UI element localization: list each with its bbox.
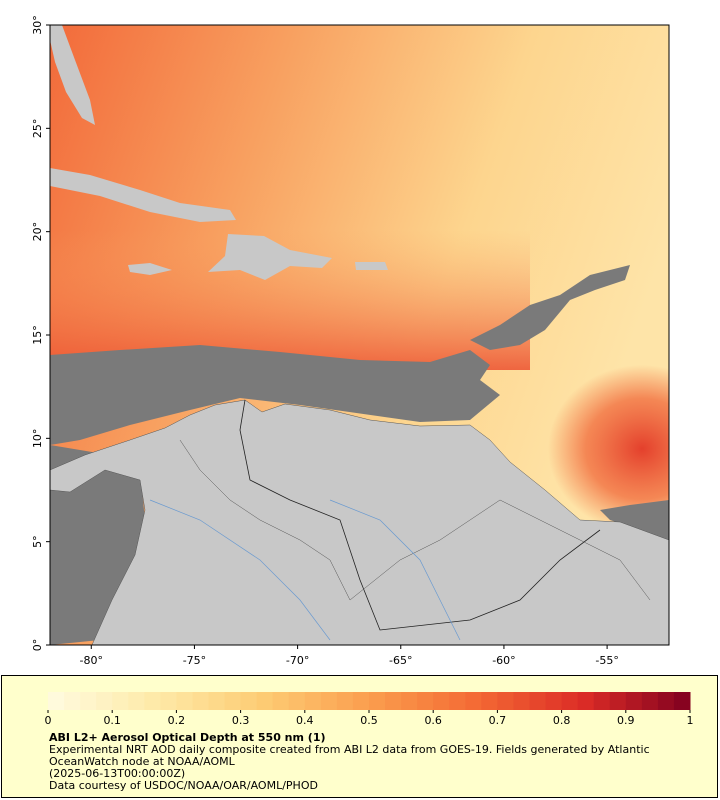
colorbar-segment <box>80 692 97 710</box>
y-tick-label: 25° <box>31 119 44 139</box>
colorbar-segment <box>240 692 258 710</box>
hispaniola <box>208 234 332 280</box>
colorbar-tick-label: 0.1 <box>103 714 121 727</box>
legend-text: ABI L2+ Aerosol Optical Depth at 550 nm … <box>49 732 689 792</box>
puerto-rico <box>355 262 388 270</box>
colorbar-segment <box>465 692 482 710</box>
x-tick-label: -60° <box>492 654 515 667</box>
florida <box>50 25 95 125</box>
y-tick-label: 30° <box>31 15 44 35</box>
border <box>239 399 601 631</box>
colorbar-segment <box>352 692 370 710</box>
colorbar-segment <box>449 692 466 710</box>
colorbar-segment <box>176 692 193 710</box>
colorbar-tick-label: 0 <box>45 714 52 727</box>
south-america <box>50 399 669 645</box>
colorbar-tick-label: 0.6 <box>424 714 442 727</box>
colorbar-segment <box>657 692 675 710</box>
river <box>149 499 331 641</box>
colorbar-segment <box>192 692 209 710</box>
colorbar-tick-label: 0.5 <box>360 714 378 727</box>
colorbar-tick-label: 0.8 <box>553 714 571 727</box>
colorbar-tick-label: 1 <box>687 714 694 727</box>
map-image <box>50 25 669 645</box>
colorbar-segment <box>288 692 306 710</box>
x-tick-label: -55° <box>595 654 618 667</box>
colorbar-segment <box>336 692 354 710</box>
no-data-caribbean <box>50 345 500 445</box>
colorbar-segment <box>256 692 274 710</box>
y-tick-label: 5° <box>31 535 44 548</box>
colorbar-segment <box>48 692 65 710</box>
colorbar-segment <box>609 692 627 710</box>
no-data-atlantic <box>470 265 630 350</box>
map: -80° -75° -70° -65° -60° -55° 0° 5° 10° 15° 20° 25°… <box>31 15 670 667</box>
colorbar-segment <box>577 692 595 710</box>
colorbar-tick-label: 0.9 <box>617 714 635 727</box>
colorbar-segment <box>561 692 579 710</box>
legend-line: Data courtesy of USDOC/NOAA/OAR/AOML/PHO… <box>49 779 318 792</box>
colorbar-tick-label: 0.2 <box>168 714 186 727</box>
colorbar-segment <box>545 692 563 710</box>
border <box>179 439 651 601</box>
colorbar-segment <box>160 692 177 710</box>
cuba <box>50 168 236 222</box>
colorbar-segment <box>625 692 643 710</box>
colorbar-tick-label: 0.3 <box>232 714 250 727</box>
colorbar-tick-label: 0.7 <box>489 714 507 727</box>
colorbar-segment <box>208 692 226 710</box>
x-tick-label: -70° <box>286 654 309 667</box>
legend-line: (2025-06-13T00:00:00Z) <box>49 767 186 780</box>
colorbar-segment <box>529 692 547 710</box>
colorbar-segment <box>64 692 81 710</box>
colorbar-segment <box>320 692 338 710</box>
colorbar-segment <box>481 692 498 710</box>
legend-title: ABI L2+ Aerosol Optical Depth at 550 nm … <box>49 731 326 744</box>
colorbar-segment <box>593 692 611 710</box>
river <box>329 499 461 641</box>
colorbar-segment <box>224 692 242 710</box>
colorbar-segment <box>513 692 530 710</box>
colorbar-segment <box>272 692 290 710</box>
colorbar-segment <box>401 692 418 710</box>
colorbar: 0 0.1 0.2 0.3 0.4 0.5 0.6 0.7 0.8 0.9 1 <box>45 692 694 727</box>
colorbar-segment <box>304 692 322 710</box>
x-tick-label: -75° <box>183 654 206 667</box>
jamaica <box>128 263 172 275</box>
colorbar-segment <box>673 692 691 710</box>
y-tick-label: 15° <box>31 325 44 345</box>
colorbar-segment <box>96 692 113 710</box>
colorbar-segment <box>417 692 434 710</box>
y-tick-label: 20° <box>31 222 44 242</box>
legend-line: Experimental NRT AOD daily composite cre… <box>49 743 650 768</box>
y-tick-label: 0° <box>31 639 44 652</box>
colorbar-segment <box>144 692 161 710</box>
colorbar-segment <box>433 692 450 710</box>
x-tick-label: -80° <box>80 654 103 667</box>
colorbar-segment <box>497 692 514 710</box>
x-tick-label: -65° <box>389 654 412 667</box>
colorbar-segment <box>369 692 386 710</box>
colorbar-segment <box>385 692 402 710</box>
colorbar-segment <box>641 692 659 710</box>
y-tick-label: 10° <box>31 429 44 449</box>
colorbar-tick-label: 0.4 <box>296 714 314 727</box>
colorbar-segment <box>112 692 129 710</box>
colorbar-segment <box>128 692 145 710</box>
legend-panel: 0 0.1 0.2 0.3 0.4 0.5 0.6 0.7 0.8 0.9 1 ABI L2+ Ae… <box>1 675 718 798</box>
